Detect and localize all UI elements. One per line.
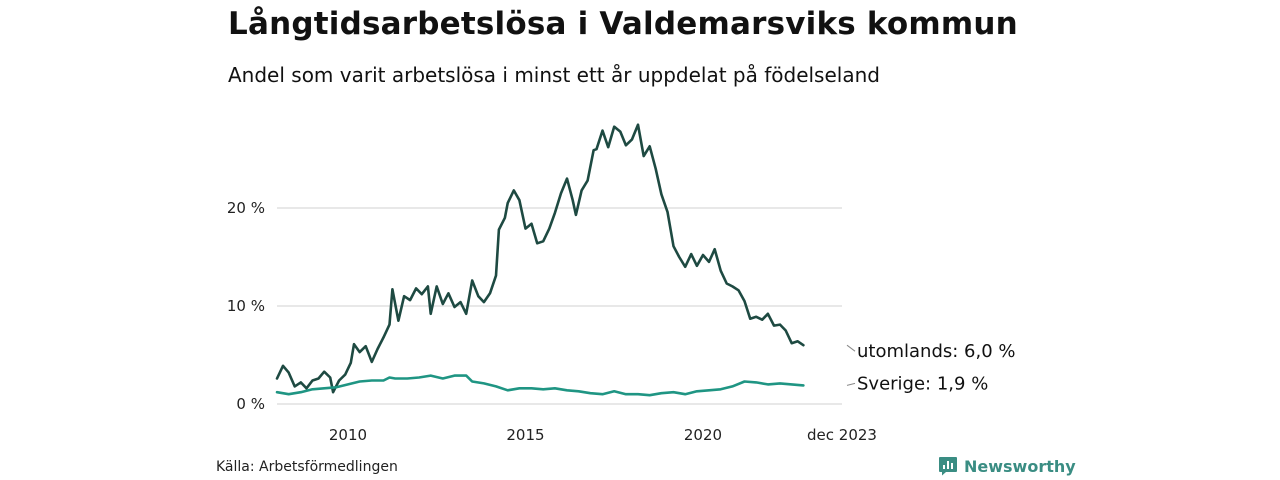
end-label-connector — [846, 344, 856, 352]
end-label-utomlands: utomlands: 6,0 % — [857, 341, 1016, 362]
end-labels: utomlands: 6,0 % Sverige: 1,9 % — [846, 341, 1016, 394]
brand-name: Newsworthy — [964, 456, 1076, 476]
x-tick-label: dec 2023 — [807, 426, 877, 444]
end-label-connector — [846, 382, 856, 386]
source-note: Källa: Arbetsförmedlingen — [216, 459, 398, 475]
x-axis: 2010 2015 2020 dec 2023 — [329, 426, 877, 444]
y-tick-label: 20 % — [227, 199, 265, 217]
y-axis: 0 % 10 % 20 % — [227, 199, 265, 413]
bar-chart-icon — [939, 457, 957, 476]
brand-logo: Newsworthy — [938, 456, 1076, 476]
x-tick-label: 2015 — [506, 426, 544, 444]
y-tick-label: 10 % — [227, 297, 265, 315]
x-tick-label: 2020 — [684, 426, 722, 444]
chart-title: Långtidsarbetslösa i Valdemarsviks kommu… — [228, 6, 1018, 42]
series-lines — [275, 123, 805, 397]
series-line-sverige — [275, 374, 805, 397]
x-tick-label: 2010 — [329, 426, 367, 444]
chart-subtitle: Andel som varit arbetslösa i minst ett å… — [228, 63, 880, 87]
series-line-utomlands — [275, 123, 805, 394]
end-label-sverige: Sverige: 1,9 % — [857, 373, 988, 394]
y-tick-label: 0 % — [236, 395, 265, 413]
gridlines — [277, 207, 842, 405]
